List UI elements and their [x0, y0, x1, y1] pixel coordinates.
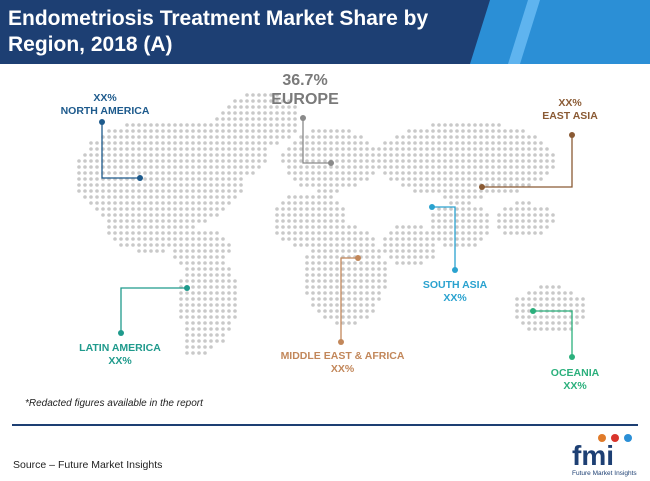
- chart-title: Endometriosis Treatment Market Share by …: [8, 7, 429, 56]
- north-america-name: NORTH AMERICA: [60, 105, 150, 117]
- europe-value: 36.7%: [282, 72, 328, 89]
- leader-lines: [99, 115, 575, 360]
- latin-america-label: LATIN AMERICA XX%: [65, 342, 175, 368]
- north-america-value: XX%: [93, 92, 117, 104]
- middle-east-africa-value: XX%: [330, 363, 355, 375]
- north-america-label: XX% NORTH AMERICA: [45, 92, 165, 118]
- middle-east-africa-name: MIDDLE EAST & AFRICA: [280, 350, 405, 362]
- europe-label: 36.7% EUROPE: [250, 71, 360, 109]
- south-asia-label: SOUTH ASIA XX%: [405, 279, 505, 305]
- fmi-logo: fmi Future Market Insights: [572, 434, 637, 477]
- divider: [12, 424, 638, 426]
- source-text: Source – Future Market Insights: [13, 459, 163, 471]
- footnote: *Redacted figures available in the repor…: [25, 398, 203, 409]
- middle-east-africa-label: MIDDLE EAST & AFRICA XX%: [265, 350, 420, 376]
- east-asia-label: XX% EAST ASIA: [520, 97, 620, 123]
- south-asia-name: SOUTH ASIA: [422, 279, 488, 291]
- south-asia-value: XX%: [443, 292, 467, 304]
- world-map: [77, 93, 585, 360]
- east-asia-name: EAST ASIA: [542, 110, 598, 122]
- latin-america-name: LATIN AMERICA: [79, 342, 161, 354]
- oceania-name: OCEANIA: [550, 367, 600, 379]
- svg-text:fmi: fmi: [572, 440, 614, 471]
- east-asia-value: XX%: [558, 97, 582, 109]
- oceania-value: XX%: [563, 380, 587, 392]
- header-banner: Endometriosis Treatment Market Share by …: [0, 0, 650, 64]
- latin-america-value: XX%: [108, 355, 132, 367]
- svg-text:Future Market Insights: Future Market Insights: [572, 470, 637, 477]
- oceania-label: OCEANIA XX%: [530, 367, 620, 393]
- map-dots: [77, 93, 585, 355]
- header-background: [0, 0, 650, 64]
- europe-name: EUROPE: [271, 91, 339, 108]
